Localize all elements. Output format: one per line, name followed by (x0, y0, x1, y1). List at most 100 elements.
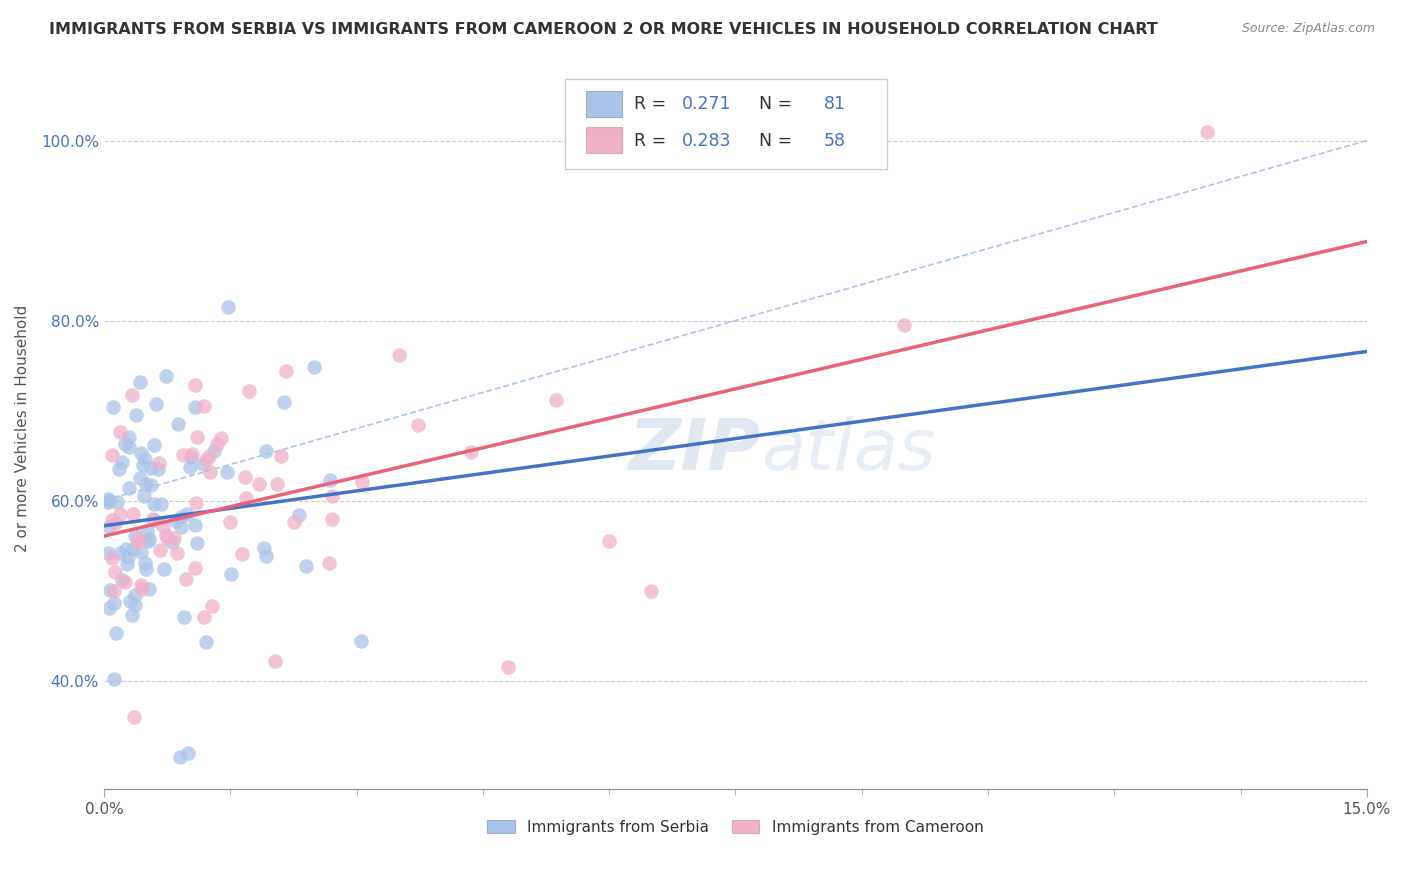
Point (186, 536, 208, 550)
Point (98, 600, 121, 615)
Point (1195, 124, 1218, 138)
Point (198, 449, 221, 463)
Point (131, 582, 153, 597)
Point (149, 543, 172, 558)
Point (160, 535, 183, 549)
Point (252, 541, 274, 556)
Point (195, 452, 218, 467)
Point (201, 599, 224, 613)
Text: 81: 81 (824, 95, 846, 112)
Point (167, 417, 190, 432)
Point (121, 388, 143, 402)
Point (184, 518, 207, 533)
Point (202, 444, 225, 458)
Point (152, 519, 174, 533)
Point (108, 425, 131, 440)
Point (270, 450, 292, 464)
Point (186, 430, 208, 444)
Text: atlas: atlas (761, 416, 935, 484)
Y-axis label: 2 or more Vehicles in Household: 2 or more Vehicles in Household (15, 305, 30, 552)
Legend: Immigrants from Serbia, Immigrants from Cameroon: Immigrants from Serbia, Immigrants from … (488, 820, 983, 835)
Point (184, 377, 207, 392)
Point (97, 495, 120, 509)
Point (122, 709, 145, 723)
Text: N =: N = (748, 132, 797, 150)
Text: Source: ZipAtlas.com: Source: ZipAtlas.com (1241, 22, 1375, 36)
Point (640, 583, 662, 598)
Point (321, 489, 343, 503)
Point (97, 491, 120, 506)
Point (177, 746, 200, 760)
Point (598, 534, 620, 549)
Point (135, 562, 157, 576)
Point (231, 547, 253, 561)
Point (114, 437, 136, 451)
Point (104, 516, 127, 530)
Text: R =: R = (634, 95, 672, 112)
Point (193, 610, 215, 624)
Point (184, 561, 207, 575)
Point (103, 401, 125, 415)
Point (136, 533, 159, 548)
Point (132, 458, 155, 472)
Text: IMMIGRANTS FROM SERBIA VS IMMIGRANTS FROM CAMEROON 2 OR MORE VEHICLES IN HOUSEHO: IMMIGRANTS FROM SERBIA VS IMMIGRANTS FRO… (49, 22, 1159, 37)
Point (117, 549, 139, 564)
Point (142, 512, 165, 526)
Point (108, 462, 131, 476)
Point (138, 582, 160, 596)
Point (143, 438, 166, 452)
Point (118, 481, 141, 495)
Point (97, 546, 120, 560)
Point (98, 494, 121, 508)
Point (176, 572, 198, 586)
Point (172, 448, 194, 462)
Point (115, 557, 138, 571)
Point (217, 301, 239, 315)
Point (283, 515, 305, 529)
Point (350, 634, 373, 648)
Point (288, 508, 311, 522)
Point (148, 457, 170, 471)
Point (121, 507, 143, 521)
Point (155, 528, 177, 542)
Point (406, 418, 429, 433)
Point (139, 460, 162, 475)
Point (101, 551, 124, 566)
Point (108, 546, 131, 560)
Point (139, 477, 162, 491)
Point (295, 558, 318, 573)
Point (129, 445, 152, 459)
Point (155, 368, 177, 383)
Point (254, 444, 277, 458)
Text: R =: R = (634, 132, 672, 150)
Point (138, 532, 160, 546)
Point (103, 596, 125, 610)
Point (193, 399, 215, 413)
Point (134, 490, 156, 504)
Point (128, 471, 150, 485)
Point (215, 465, 238, 479)
Point (131, 545, 153, 559)
Point (169, 750, 191, 764)
Point (318, 473, 340, 487)
Point (103, 583, 125, 598)
Point (122, 541, 145, 556)
Point (191, 457, 214, 471)
Point (124, 529, 146, 543)
Point (233, 470, 256, 484)
Point (127, 532, 149, 546)
Point (166, 546, 188, 560)
Point (266, 477, 288, 491)
Text: 0.271: 0.271 (682, 95, 733, 112)
FancyBboxPatch shape (586, 127, 621, 153)
FancyBboxPatch shape (586, 91, 621, 117)
Text: 0.283: 0.283 (682, 132, 733, 150)
Point (276, 364, 298, 378)
Point (114, 575, 136, 590)
Point (893, 318, 915, 332)
Point (105, 494, 128, 508)
Point (142, 513, 165, 527)
Point (146, 462, 169, 476)
Point (163, 531, 186, 545)
Point (145, 397, 167, 411)
